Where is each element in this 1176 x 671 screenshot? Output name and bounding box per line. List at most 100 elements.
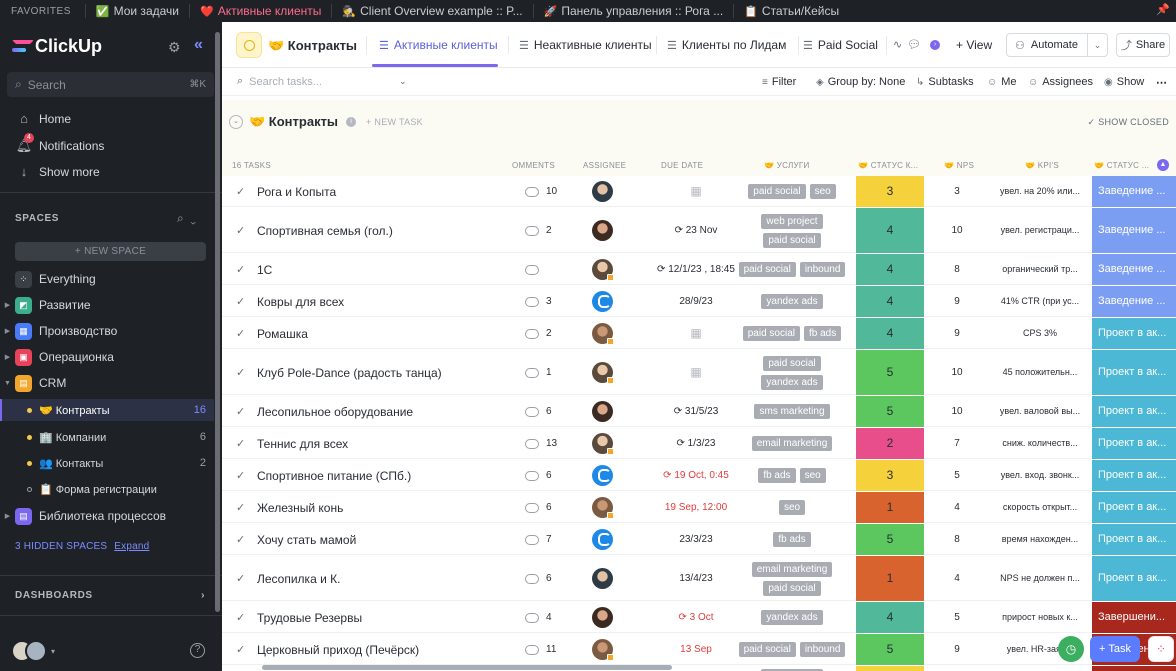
- kpi-value[interactable]: сниж. количеств...: [1002, 437, 1078, 448]
- due-date[interactable]: 28/9/23: [679, 295, 713, 307]
- services-tags[interactable]: paid social fb ads: [732, 326, 852, 341]
- table-row[interactable]: ✓ Железный конь 6 19 Sep, 12:00 seo 1 4 скорост…: [222, 492, 1176, 523]
- due-date[interactable]: ⟳ 19 Oct, 0:45: [663, 469, 729, 481]
- status-k-cell[interactable]: 5: [856, 396, 924, 427]
- nps-value[interactable]: 9: [954, 327, 960, 339]
- settings-gear-icon[interactable]: ⚙: [168, 39, 181, 55]
- status-k-cell[interactable]: 1: [856, 492, 924, 523]
- sort-icon[interactable]: ▲: [1157, 159, 1169, 171]
- nps-value[interactable]: 7: [954, 437, 960, 449]
- pin-icon[interactable]: 📌: [1156, 4, 1170, 16]
- column-nps[interactable]: 🤝 NPS: [944, 161, 975, 170]
- table-row[interactable]: ✓ Спортивная семья (гол.) 2 ⟳ 23 Nov web pro…: [222, 208, 1176, 253]
- task-name[interactable]: Ромашка: [257, 326, 308, 341]
- comment-icon[interactable]: [525, 186, 539, 197]
- avatar[interactable]: [592, 180, 613, 202]
- status-cell[interactable]: Проект в ак...: [1092, 524, 1176, 555]
- avatar[interactable]: [592, 361, 614, 384]
- task-name[interactable]: 1С: [257, 262, 273, 277]
- comment-icon[interactable]: [525, 573, 539, 584]
- checkmark-icon[interactable]: ✓: [236, 366, 246, 379]
- due-date[interactable]: 13/4/23: [679, 572, 713, 584]
- add-task-button[interactable]: + Task: [1090, 636, 1140, 662]
- avatar[interactable]: [592, 219, 613, 241]
- due-date[interactable]: ⟳ 31/5/23: [673, 405, 719, 417]
- assignees-button[interactable]: ☺ Assignees: [1028, 76, 1093, 88]
- status-k-cell[interactable]: 4: [856, 318, 924, 349]
- kpi-value[interactable]: увел. на 20% или...: [1000, 185, 1080, 196]
- checkmark-icon[interactable]: ✓: [236, 643, 246, 656]
- status-k-cell[interactable]: [856, 666, 924, 671]
- kpi-value[interactable]: увел. регистраци...: [1000, 224, 1080, 235]
- spaces-search-icon[interactable]: ⌕ ⌄: [177, 211, 197, 225]
- table-row[interactable]: ✓ Клуб Pole-Dance (радость танца) 1 ▦ paid s…: [222, 350, 1176, 395]
- space-library[interactable]: ▶ ▤ Библиотека процессов: [0, 505, 222, 527]
- status-cell[interactable]: Проект в ак...: [1092, 318, 1176, 349]
- calendar-icon[interactable]: ▦: [690, 183, 702, 198]
- table-row[interactable]: ✓ Лесопилка и К. 6 13/4/23 email marketing pa…: [222, 556, 1176, 601]
- more-options-icon[interactable]: ⋯: [1156, 77, 1167, 89]
- services-tags[interactable]: seo: [732, 500, 852, 515]
- share-button[interactable]: ⤴ Share: [1116, 33, 1170, 57]
- tab-paid-social[interactable]: ☰ Paid Social: [803, 38, 878, 52]
- table-row[interactable]: ✓ Теннис для всех 13 ⟳ 1/3/23 email marketin…: [222, 428, 1176, 459]
- checkmark-icon[interactable]: ✓: [236, 469, 246, 482]
- group-by-button[interactable]: ◈ Group by: None: [816, 76, 905, 88]
- tab-inactive-clients[interactable]: ☰ Неактивные клиенты: [519, 38, 652, 52]
- me-filter-button[interactable]: ☺ Me: [987, 76, 1017, 88]
- sidebar-list-item[interactable]: 🤝 Контракты 16: [0, 399, 214, 421]
- comment-icon[interactable]: [525, 502, 539, 513]
- status-k-cell[interactable]: 3: [856, 460, 924, 491]
- nps-value[interactable]: 10: [951, 366, 963, 378]
- kpi-value[interactable]: прирост новых к...: [1002, 611, 1078, 622]
- task-name[interactable]: Ковры для всех: [257, 294, 345, 309]
- nav-show-more[interactable]: ↓ Show more: [15, 164, 100, 179]
- checkmark-icon[interactable]: ✓: [236, 437, 246, 450]
- comment-icon[interactable]: [525, 438, 539, 449]
- column-assignee[interactable]: ASSIGNEE: [583, 161, 627, 170]
- checkmark-icon[interactable]: ✓: [236, 501, 246, 514]
- new-space-button[interactable]: + NEW SPACE: [15, 242, 206, 261]
- nps-value[interactable]: 9: [954, 643, 960, 655]
- avatar[interactable]: [592, 290, 613, 312]
- filter-button[interactable]: ≡ Filter: [762, 76, 796, 88]
- services-tags[interactable]: paid social inbound: [732, 642, 852, 657]
- kpi-value[interactable]: NPS не должен п...: [1000, 572, 1080, 583]
- nps-value[interactable]: 4: [954, 572, 960, 584]
- show-closed-button[interactable]: ✓ SHOW CLOSED: [1087, 117, 1169, 127]
- kpi-value[interactable]: увел. валовой вы...: [999, 405, 1081, 416]
- user-avatars[interactable]: ▾: [11, 640, 55, 662]
- chevron-down-icon[interactable]: ⌄: [399, 76, 407, 86]
- services-tags[interactable]: web project paid social: [732, 213, 852, 248]
- status-k-cell[interactable]: 5: [856, 634, 924, 665]
- checkmark-icon[interactable]: ✓: [236, 611, 246, 624]
- space-item[interactable]: ▶ ▣ Операционка: [0, 346, 222, 368]
- calendar-icon[interactable]: ▦: [690, 364, 702, 379]
- sidebar-list-item[interactable]: 📋 Форма регистрации: [0, 478, 214, 500]
- kpi-value[interactable]: скорость открыт...: [1002, 501, 1078, 512]
- task-name[interactable]: Теннис для всех: [257, 436, 349, 451]
- status-cell[interactable]: Завершени...: [1092, 602, 1176, 633]
- comment-icon[interactable]: [525, 470, 539, 481]
- comment-icon[interactable]: [525, 644, 539, 655]
- task-name[interactable]: Церковный приход (Печёрск): [257, 642, 420, 657]
- collapse-group-icon[interactable]: ⌄: [229, 115, 243, 129]
- table-row[interactable]: ✓ Ковры для всех 3 28/9/23 yandex ads 4 9 41% C…: [222, 286, 1176, 317]
- services-tags[interactable]: email marketing paid social: [732, 561, 852, 596]
- expand-link[interactable]: Expand: [114, 541, 150, 552]
- services-tags[interactable]: yandex ads: [732, 610, 852, 625]
- nps-value[interactable]: 5: [954, 611, 960, 623]
- nps-value[interactable]: 10: [951, 224, 963, 236]
- comment-icon[interactable]: [525, 534, 539, 545]
- space-item[interactable]: ⁘ Everything: [0, 268, 222, 290]
- nav-notifications[interactable]: 🔔︎ 4 Notifications: [15, 133, 104, 154]
- favorite-item[interactable]: ✅ Мои задачи: [84, 4, 189, 18]
- checkmark-icon[interactable]: ✓: [236, 295, 246, 308]
- sidebar-list-item[interactable]: 👥 Контакты 2: [0, 452, 214, 474]
- avatar[interactable]: [592, 258, 614, 281]
- favorite-item[interactable]: 🚀 Панель управления :: Рога ...: [532, 4, 734, 18]
- status-cell[interactable]: Заведение ...: [1092, 286, 1176, 317]
- kpi-value[interactable]: 45 положительн...: [1002, 366, 1078, 377]
- dashboards-section[interactable]: DASHBOARDS ›: [15, 590, 205, 601]
- services-tags[interactable]: sms marketing: [732, 404, 852, 419]
